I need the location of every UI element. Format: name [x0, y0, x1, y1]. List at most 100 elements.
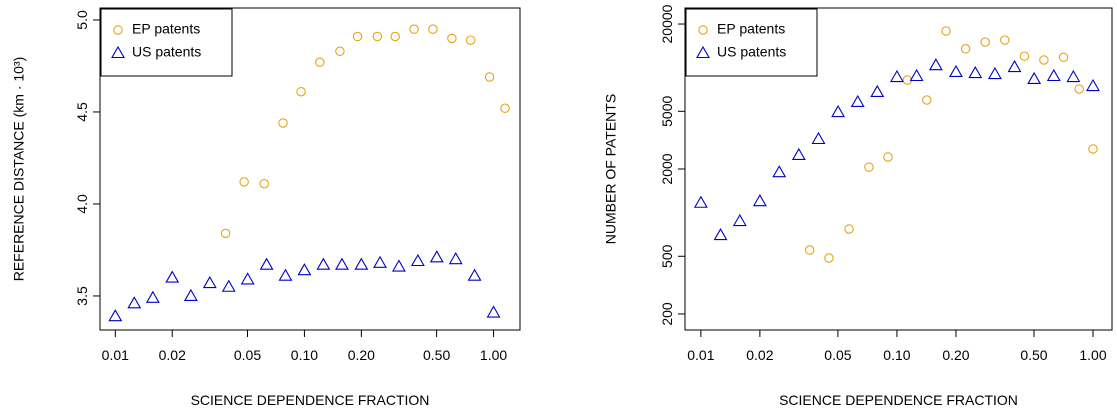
point — [108, 309, 123, 322]
point — [127, 296, 142, 309]
x-tick-label: 0.20 — [942, 347, 969, 363]
point — [889, 69, 904, 83]
point — [909, 68, 924, 82]
point — [220, 228, 231, 239]
point — [864, 162, 874, 172]
point — [296, 86, 306, 97]
point — [772, 165, 787, 178]
point — [1086, 78, 1100, 92]
point — [391, 259, 406, 272]
point — [831, 104, 846, 118]
x-tick-label: 1.00 — [480, 347, 507, 363]
point — [968, 65, 983, 79]
legend-label: US patents — [717, 44, 786, 60]
legend-box — [100, 8, 233, 77]
y-tick-label: 20000 — [659, 4, 675, 43]
y-axis-label: REFERENCE DISTANCE (km · 10³) — [11, 57, 27, 282]
y-tick-label: 500 — [659, 244, 675, 268]
point — [1019, 51, 1030, 61]
point — [980, 37, 990, 47]
point — [1000, 35, 1010, 45]
point — [354, 257, 369, 270]
x-tick-label: 0.20 — [348, 347, 375, 363]
point — [804, 245, 815, 255]
point — [221, 279, 236, 292]
point — [713, 227, 728, 241]
point — [240, 272, 255, 285]
legend-marker — [698, 25, 708, 35]
legend-label: EP patents — [717, 21, 785, 37]
point — [484, 72, 495, 82]
point — [752, 194, 767, 207]
y-tick-label: 3.5 — [74, 286, 90, 306]
y-tick-label: 5000 — [659, 96, 675, 127]
point — [372, 31, 383, 42]
point — [316, 257, 331, 270]
point — [941, 26, 951, 36]
point — [1007, 59, 1022, 73]
point — [145, 290, 160, 303]
legend-box — [685, 8, 818, 77]
point — [844, 224, 854, 234]
point — [824, 253, 834, 263]
legend-marker — [696, 45, 710, 59]
point — [928, 58, 943, 71]
point — [811, 131, 826, 145]
point — [428, 24, 438, 34]
x-axis-label: SCIENCE DEPENDENCE FRACTION — [779, 392, 1018, 408]
point — [409, 24, 419, 34]
point — [447, 33, 457, 44]
point — [278, 268, 293, 281]
point — [352, 31, 363, 42]
point — [259, 257, 274, 270]
point — [297, 263, 312, 276]
point — [870, 84, 885, 97]
x-tick-label: 0.50 — [423, 347, 450, 363]
point — [315, 57, 325, 68]
point — [335, 46, 345, 56]
point — [1027, 71, 1042, 84]
point — [429, 250, 444, 263]
point — [922, 95, 932, 105]
point — [202, 275, 217, 289]
x-axis-label: SCIENCE DEPENDENCE FRACTION — [191, 392, 430, 408]
point — [165, 270, 180, 283]
point — [239, 177, 249, 187]
point — [259, 178, 269, 189]
point — [949, 64, 963, 78]
y-tick-label: 4.0 — [74, 194, 90, 214]
x-tick-label: 0.02 — [159, 347, 186, 363]
point — [1046, 68, 1061, 82]
legend-label: EP patents — [132, 21, 200, 37]
x-tick-label: 0.10 — [291, 347, 318, 363]
x-tick-label: 0.01 — [687, 347, 714, 363]
x-tick-label: 0.02 — [746, 347, 773, 363]
x-tick-label: 0.50 — [1020, 347, 1047, 363]
point — [448, 252, 463, 265]
point — [1088, 144, 1098, 154]
point — [278, 118, 288, 128]
x-tick-label: 0.05 — [234, 347, 261, 363]
y-tick-label: 5.0 — [74, 10, 90, 30]
plot-box — [99, 7, 521, 331]
point — [1039, 55, 1049, 65]
legend-label: US patents — [132, 44, 201, 60]
y-tick-label: 4.5 — [74, 102, 90, 122]
legend-marker — [113, 25, 123, 35]
y-tick-label: 200 — [659, 302, 675, 326]
point — [1066, 69, 1081, 83]
point — [883, 152, 893, 162]
x-tick-label: 0.05 — [824, 347, 851, 363]
point — [693, 195, 708, 208]
point — [960, 44, 971, 54]
point — [390, 31, 400, 42]
point — [410, 253, 425, 267]
point — [1074, 84, 1084, 94]
legend-marker — [111, 45, 125, 59]
x-tick-label: 0.01 — [102, 347, 129, 363]
x-tick-label: 0.10 — [883, 347, 910, 363]
point — [1058, 52, 1069, 62]
y-tick-label: 2000 — [659, 153, 675, 184]
